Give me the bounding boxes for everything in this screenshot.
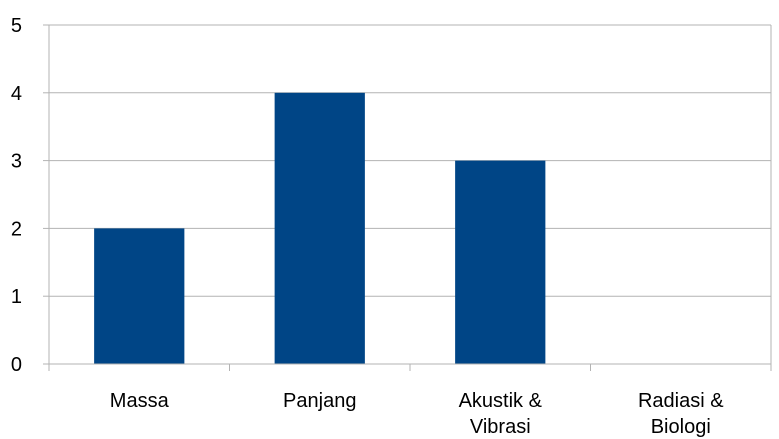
x-category-label-line: Massa [110,390,170,412]
x-category-label: Panjang [283,390,356,412]
y-tick-labels: 0 1 2 3 4 5 [11,15,22,376]
x-category-label-line: Panjang [283,390,356,412]
x-category-label: Massa [110,390,170,412]
y-tick-label: 3 [11,151,22,173]
x-category-label-line: Akustik & [459,390,543,412]
y-tick-label: 0 [11,354,22,376]
x-category-label-line: Vibrasi [470,416,531,438]
x-category-label: Radiasi & Biologi [638,390,724,438]
y-tick-label: 1 [11,286,22,308]
bar [274,92,365,365]
y-tick-label: 5 [11,15,22,37]
x-category-label-line: Biologi [651,416,711,438]
bar [455,160,546,364]
bars [94,92,546,365]
x-category-label-line: Radiasi & [638,390,724,412]
y-tick-label: 4 [11,83,22,105]
bar [94,228,185,364]
axes [43,24,772,371]
x-category-labels: Massa Panjang Akustik & Vibrasi Radiasi & Bio… [110,390,724,438]
x-category-label: Akustik & Vibrasi [459,390,543,438]
y-tick-label: 2 [11,218,22,240]
